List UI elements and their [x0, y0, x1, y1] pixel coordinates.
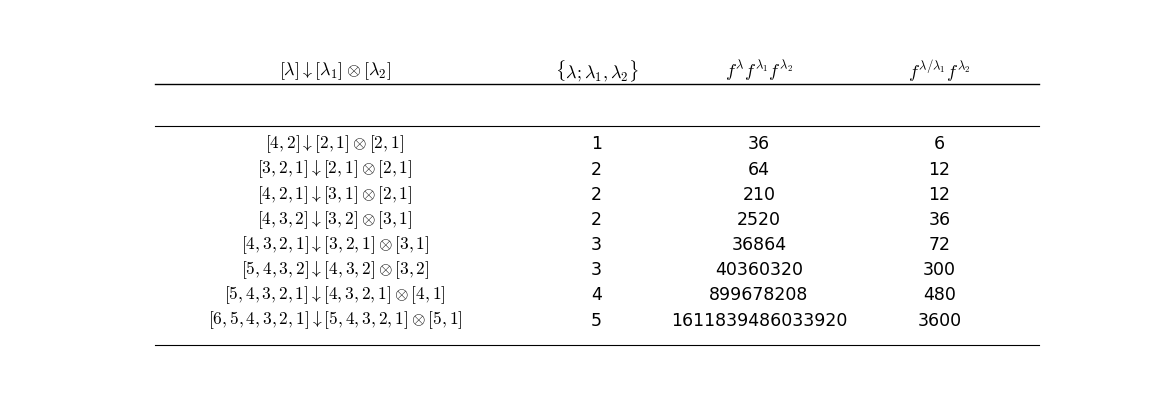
Text: $[6,5,4,3,2,1] \downarrow [5,4,3,2,1] \otimes [5,1]$: $[6,5,4,3,2,1] \downarrow [5,4,3,2,1] \o… — [207, 310, 462, 331]
Text: 12: 12 — [929, 160, 950, 178]
Text: $[3,2,1] \downarrow [2,1] \otimes [2,1]$: $[3,2,1] \downarrow [2,1] \otimes [2,1]$ — [257, 159, 413, 180]
Text: 300: 300 — [923, 261, 956, 279]
Text: $f^{\lambda/\lambda_1} f^{\lambda_2}$: $f^{\lambda/\lambda_1} f^{\lambda_2}$ — [908, 58, 971, 85]
Text: 2: 2 — [591, 211, 602, 229]
Text: 4: 4 — [591, 286, 602, 305]
Text: 899678208: 899678208 — [709, 286, 809, 305]
Text: 5: 5 — [591, 312, 602, 330]
Text: 1: 1 — [591, 136, 602, 153]
Text: 6: 6 — [934, 136, 945, 153]
Text: $f^\lambda f^{\lambda_1} f^{\lambda_2}$: $f^\lambda f^{\lambda_1} f^{\lambda_2}$ — [725, 59, 793, 84]
Text: $[4,2,1] \downarrow [3,1] \otimes [2,1]$: $[4,2,1] \downarrow [3,1] \otimes [2,1]$ — [257, 184, 413, 206]
Text: 40360320: 40360320 — [715, 261, 803, 279]
Text: $\{\lambda; \lambda_1, \lambda_2\}$: $\{\lambda; \lambda_1, \lambda_2\}$ — [554, 59, 639, 84]
Text: $[5,4,3,2] \downarrow [4,3,2] \otimes [3,2]$: $[5,4,3,2] \downarrow [4,3,2] \otimes [3… — [241, 259, 430, 281]
Text: $[4,2] \downarrow [2,1] \otimes [2,1]$: $[4,2] \downarrow [2,1] \otimes [2,1]$ — [265, 134, 404, 155]
Text: 1611839486033920: 1611839486033920 — [670, 312, 847, 330]
Text: 480: 480 — [923, 286, 956, 305]
Text: 3: 3 — [591, 236, 602, 254]
Text: 36864: 36864 — [731, 236, 787, 254]
Text: 2: 2 — [591, 160, 602, 178]
Text: 36: 36 — [747, 136, 771, 153]
Text: $[4,3,2,1] \downarrow [3,2,1] \otimes [3,1]$: $[4,3,2,1] \downarrow [3,2,1] \otimes [3… — [241, 234, 430, 256]
Text: 36: 36 — [928, 211, 951, 229]
Text: 12: 12 — [929, 186, 950, 204]
Text: $[5,4,3,2,1] \downarrow [4,3,2,1] \otimes [4,1]$: $[5,4,3,2,1] \downarrow [4,3,2,1] \otime… — [225, 284, 446, 306]
Text: 72: 72 — [929, 236, 950, 254]
Text: 3600: 3600 — [917, 312, 961, 330]
Text: 3: 3 — [591, 261, 602, 279]
Text: $[\lambda] \downarrow [\lambda_1] \otimes [\lambda_2]$: $[\lambda] \downarrow [\lambda_1] \otime… — [279, 61, 391, 82]
Text: 64: 64 — [748, 160, 769, 178]
Text: 2: 2 — [591, 186, 602, 204]
Text: 210: 210 — [743, 186, 775, 204]
Text: $[4,3,2] \downarrow [3,2] \otimes [3,1]$: $[4,3,2] \downarrow [3,2] \otimes [3,1]$ — [257, 209, 413, 231]
Text: 2520: 2520 — [737, 211, 781, 229]
